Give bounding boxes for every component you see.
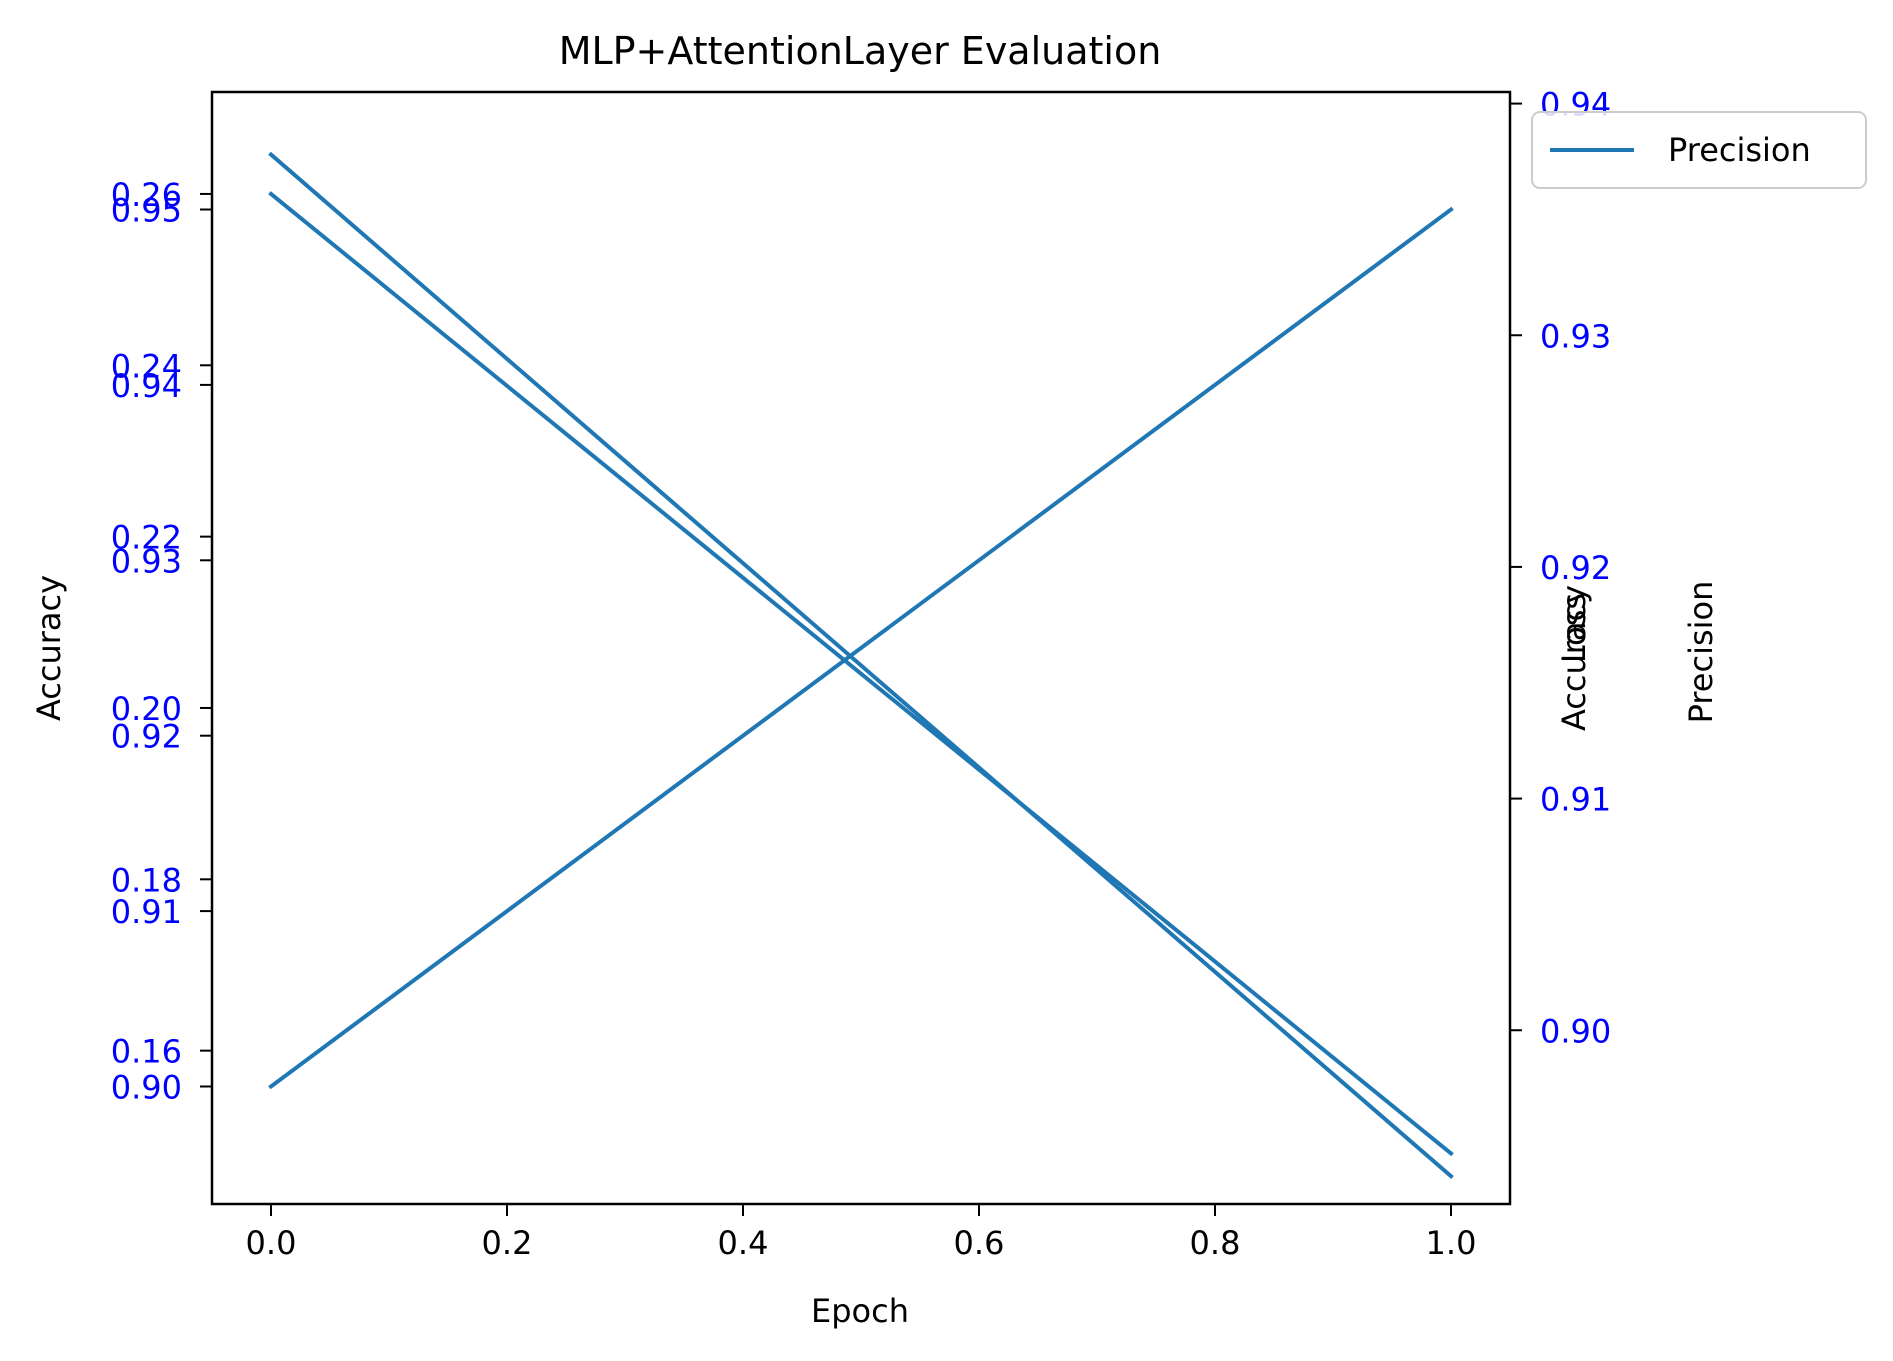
y-tick-label-left-accuracy: 0.92 [111, 718, 182, 756]
legend-box [1531, 111, 1867, 189]
y-tick-label-left-accuracy: 0.91 [111, 893, 182, 931]
y-tick-label-right-precision: 0.91 [1540, 781, 1611, 819]
y-tick-label-left-loss: 0.20 [111, 690, 182, 728]
series-line-3 [268, 151, 1454, 1180]
y-tick-label-right-precision: 0.92 [1540, 549, 1611, 587]
x-tick-label: 0.2 [482, 1224, 533, 1262]
chart-title: MLP+AttentionLayer Evaluation [559, 29, 1162, 73]
y-tick-label-left-accuracy: 0.93 [111, 542, 182, 580]
y-tick-label-left-loss: 0.16 [111, 1033, 182, 1071]
y-axis-label-right-loss: Loss [1555, 593, 1593, 663]
plot-area: 0.0 0.2 0.4 0.6 0.8 1.00.900.910.920.930.940.… [111, 86, 1612, 1262]
y-tick-label-left-loss: 0.18 [111, 861, 182, 899]
y-tick-label-left-accuracy: 0.90 [111, 1068, 182, 1106]
x-tick-label: 0.0 [246, 1224, 297, 1262]
x-tick-label: 0.8 [1190, 1224, 1241, 1262]
legend: Precision [1531, 111, 1867, 189]
y-tick-label-left-accuracy: 0.95 [111, 192, 182, 230]
series-line-2 [268, 191, 1454, 1157]
y-tick-label-left-loss: 0.24 [111, 347, 182, 385]
y-tick-label-left-accuracy: 0.94 [111, 367, 182, 405]
series-line-1 [268, 206, 1454, 1090]
y-axis-label-left-accuracy: Accuracy [30, 575, 68, 721]
y-tick-label-left-loss: 0.22 [111, 519, 182, 557]
x-axis-label: Epoch [811, 1292, 909, 1330]
x-tick-label: 1.0 [1426, 1224, 1477, 1262]
y-axis-label-right-precision: Precision [1682, 581, 1720, 724]
y-tick-label-left-loss: 0.26 [111, 176, 182, 214]
legend-label: Precision [1668, 131, 1811, 169]
plot-frame [210, 90, 1512, 1206]
y-tick-label-right-precision: 0.93 [1540, 317, 1611, 355]
y-axis-label-right-accuracy: Accuracy [1555, 585, 1593, 731]
x-tick-label: 0.4 [718, 1224, 769, 1262]
x-tick-label: 0.6 [954, 1224, 1005, 1262]
y-tick-label-right-precision: 0.90 [1540, 1012, 1611, 1050]
